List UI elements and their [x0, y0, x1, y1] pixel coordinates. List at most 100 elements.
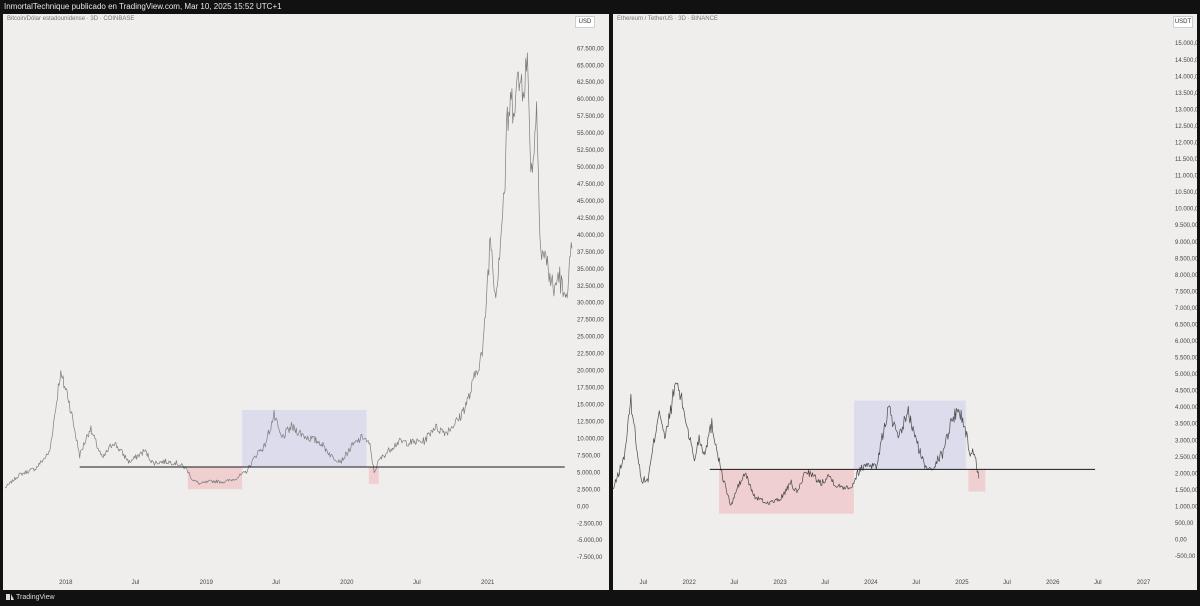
btc-y-tick-label-27: 0,00 [577, 504, 589, 510]
btc-symbol-label[interactable]: Bitcoin/Dólar estadounidense · 3D · COIN… [7, 16, 135, 22]
eth-x-tick-label-0: Jul [640, 580, 648, 586]
btc-y-tick-label-6: 52.500,00 [577, 148, 604, 154]
eth-y-tick-label-12: 9.000,00 [1175, 240, 1197, 246]
eth-y-tick-label-6: 12.000,00 [1175, 140, 1197, 146]
eth-y-tick-label-8: 11.000,00 [1175, 174, 1197, 180]
btc-y-tick-label-19: 20.000,00 [577, 369, 604, 375]
tradingview-logo-icon [6, 594, 14, 600]
eth-x-tick-label-8: Jul [1003, 580, 1011, 586]
eth-y-tick-label-1: 14.500,00 [1175, 58, 1197, 64]
tradingview-brand[interactable]: TradingView [6, 594, 55, 601]
eth-zone-retest-2 [968, 469, 986, 492]
btc-y-tick-label-16: 27.500,00 [577, 318, 604, 324]
eth-y-tick-label-21: 4.500,00 [1175, 389, 1197, 395]
btc-y-tick-label-26: 2.500,00 [577, 487, 601, 493]
eth-y-tick-label-5: 12.500,00 [1175, 124, 1197, 130]
btc-y-tick-label-14: 32.500,00 [577, 284, 604, 290]
eth-chart-svg[interactable]: 15.000,00 14.500,00 14.000,00 13.500,00 13.0… [613, 14, 1197, 590]
eth-zone-range-1 [853, 400, 966, 470]
btc-chart-panel[interactable]: 67.500,00 65.000,00 62.500,00 60.000,00 57.5… [3, 14, 609, 590]
eth-x-tick-label-1: 2022 [682, 580, 696, 586]
eth-x-tick-label-11: 2027 [1137, 580, 1151, 586]
eth-x-tick-label-5: 2024 [864, 580, 878, 586]
btc-y-tick-label-24: 7.500,00 [577, 453, 601, 459]
eth-y-tick-label-18: 6.000,00 [1175, 339, 1197, 345]
eth-x-tick-label-3: 2023 [773, 580, 787, 586]
btc-y-tick-label-3: 60.000,00 [577, 97, 604, 103]
eth-y-tick-label-2: 14.000,00 [1175, 74, 1197, 80]
btc-y-tick-label-8: 47.500,00 [577, 182, 604, 188]
eth-y-tick-label-17: 6.500,00 [1175, 322, 1197, 328]
eth-y-tick-label-30: 0,00 [1175, 538, 1187, 544]
eth-y-tick-label-13: 8.500,00 [1175, 256, 1197, 262]
eth-x-tick-label-2: Jul [730, 580, 738, 586]
btc-y-tick-label-29: -5.000,00 [577, 538, 603, 544]
btc-y-tick-label-23: 10.000,00 [577, 436, 604, 442]
eth-symbol-label[interactable]: Ethereum / TetherUS · 3D · BINANCE [617, 16, 718, 22]
eth-y-tick-label-9: 10.500,00 [1175, 190, 1197, 196]
brand-label: TradingView [16, 594, 55, 601]
btc-x-tick-label-2: 2019 [200, 580, 214, 586]
btc-x-tick-label-5: Jul [413, 580, 421, 586]
btc-y-tick-label-20: 17.500,00 [577, 386, 604, 392]
eth-y-tick-label-20: 5.000,00 [1175, 372, 1197, 378]
eth-y-tick-label-28: 1.000,00 [1175, 504, 1197, 510]
eth-x-tick-label-4: Jul [821, 580, 829, 586]
eth-x-tick-label-9: 2026 [1046, 580, 1060, 586]
eth-y-tick-label-29: 500,00 [1175, 521, 1194, 527]
btc-x-tick-label-6: 2021 [481, 580, 495, 586]
btc-currency-label[interactable]: USD [575, 16, 595, 28]
eth-y-tick-label-23: 3.500,00 [1175, 422, 1197, 428]
btc-price-line [4, 52, 573, 489]
eth-y-tick-label-31: -500,00 [1175, 554, 1196, 560]
btc-zone-retest-2 [368, 466, 379, 484]
btc-y-tick-label-5: 55.000,00 [577, 131, 604, 137]
btc-y-tick-label-18: 22.500,00 [577, 352, 604, 358]
btc-chart-svg[interactable]: 67.500,00 65.000,00 62.500,00 60.000,00 57.5… [3, 14, 609, 590]
eth-price-line [613, 382, 980, 506]
btc-y-tick-label-15: 30.000,00 [577, 301, 604, 307]
btc-y-tick-label-9: 45.000,00 [577, 199, 604, 205]
btc-y-tick-label-11: 40.000,00 [577, 233, 604, 239]
eth-y-tick-label-10: 10.000,00 [1175, 207, 1197, 213]
eth-x-tick-label-10: Jul [1094, 580, 1102, 586]
btc-x-tick-label-3: Jul [272, 580, 280, 586]
btc-x-tick-label-0: 2018 [59, 580, 73, 586]
eth-y-tick-label-24: 3.000,00 [1175, 438, 1197, 444]
btc-y-tick-label-1: 65.000,00 [577, 63, 604, 69]
eth-y-tick-label-16: 7.000,00 [1175, 306, 1197, 312]
btc-y-tick-label-25: 5.000,00 [577, 470, 601, 476]
eth-currency-label[interactable]: USDT [1173, 16, 1193, 28]
eth-y-tick-label-27: 1.500,00 [1175, 488, 1197, 494]
eth-y-tick-label-25: 2.500,00 [1175, 455, 1197, 461]
eth-y-tick-label-11: 9.500,00 [1175, 223, 1197, 229]
eth-y-tick-label-26: 2.000,00 [1175, 471, 1197, 477]
eth-y-tick-label-7: 11.500,00 [1175, 157, 1197, 163]
btc-y-tick-label-30: -7.500,00 [577, 555, 603, 561]
btc-y-tick-label-0: 67.500,00 [577, 46, 604, 52]
btc-x-tick-label-4: 2020 [340, 580, 354, 586]
eth-y-tick-label-22: 4.000,00 [1175, 405, 1197, 411]
eth-y-tick-label-3: 13.500,00 [1175, 91, 1197, 97]
btc-y-tick-label-12: 37.500,00 [577, 250, 604, 256]
eth-y-tick-label-4: 13.000,00 [1175, 107, 1197, 113]
btc-y-tick-label-21: 15.000,00 [577, 403, 604, 409]
publish-info-text: InmortalTechnique publicado en TradingVi… [4, 2, 282, 11]
eth-x-tick-label-6: Jul [912, 580, 920, 586]
btc-y-tick-label-4: 57.500,00 [577, 114, 604, 120]
eth-y-tick-label-15: 7.500,00 [1175, 289, 1197, 295]
btc-x-tick-label-1: Jul [132, 580, 140, 586]
footer-bar: TradingView [0, 590, 1200, 606]
publish-header: InmortalTechnique publicado en TradingVi… [0, 0, 1200, 14]
btc-y-tick-label-13: 35.000,00 [577, 267, 604, 273]
eth-x-tick-label-7: 2025 [955, 580, 969, 586]
btc-y-tick-label-10: 42.500,00 [577, 216, 604, 222]
btc-y-tick-label-22: 12.500,00 [577, 419, 604, 425]
eth-y-tick-label-14: 8.000,00 [1175, 273, 1197, 279]
eth-chart-panel[interactable]: 15.000,00 14.500,00 14.000,00 13.500,00 13.0… [613, 14, 1197, 590]
btc-y-tick-label-7: 50.000,00 [577, 165, 604, 171]
eth-y-tick-label-0: 15.000,00 [1175, 41, 1197, 47]
btc-y-tick-label-17: 25.000,00 [577, 335, 604, 341]
eth-zone-accumulation-0 [719, 469, 854, 514]
btc-zone-accumulation-0 [187, 466, 243, 490]
